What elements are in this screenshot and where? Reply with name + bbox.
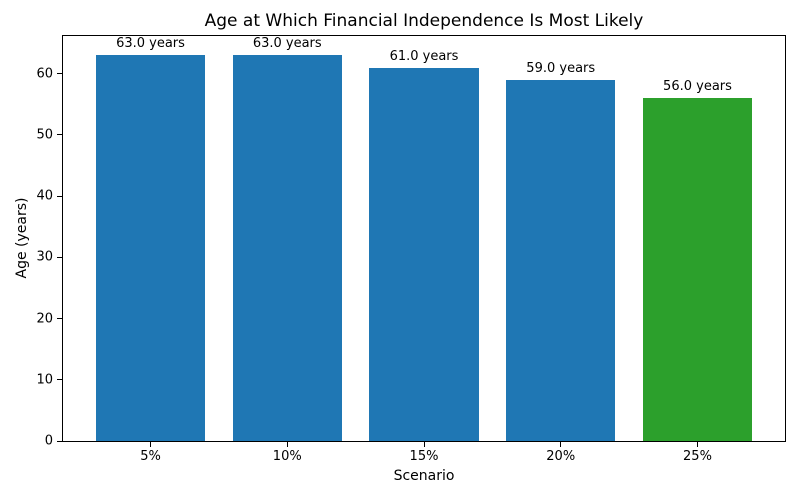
x-tick-label: 20% [546, 449, 576, 464]
y-axis-label: Age (years) [14, 197, 30, 279]
bar-value-label: 56.0 years [663, 79, 732, 95]
x-tick-mark [696, 442, 698, 447]
x-tick-mark [150, 442, 151, 447]
x-tick-mark [560, 442, 562, 447]
bar-value-label: 63.0 years [252, 36, 322, 52]
x-tick-mark [423, 442, 425, 447]
y-tick-mark [57, 195, 62, 197]
y-tick-mark [57, 256, 62, 258]
x-tick-label: 5% [140, 449, 161, 464]
bar-5% [95, 55, 206, 441]
y-tick-label: 40 [36, 188, 53, 204]
y-tick-mark [57, 379, 62, 381]
y-tick-mark [57, 134, 62, 136]
y-tick-label: 10 [36, 372, 53, 388]
bar-20% [506, 79, 616, 441]
bar-value-label: 59.0 years [526, 60, 596, 76]
y-tick-label: 20 [36, 311, 53, 327]
y-tick-label: 50 [36, 127, 53, 143]
y-tick-mark [57, 73, 62, 75]
x-tick-label: 25% [683, 449, 712, 464]
bar-value-label: 63.0 years [116, 36, 185, 52]
plot-area: 0 10 20 30 40 50 60 63.0 years 5% 63.0 years 10% 61… [36, 35, 786, 464]
y-tick-mark [57, 440, 62, 442]
x-tick-label: 10% [272, 449, 302, 464]
x-tick-mark [286, 442, 288, 447]
bar-value-label: 61.0 years [389, 48, 459, 64]
x-tick-label: 15% [409, 449, 439, 464]
y-tick-label: 0 [44, 433, 53, 449]
chart-title: Age at Which Financial Independence Is M… [204, 11, 644, 31]
x-axis-label: Scenario [393, 468, 455, 484]
y-tick-mark [57, 318, 62, 320]
bar-10% [232, 55, 342, 441]
bar-15% [369, 67, 479, 441]
y-tick-label: 60 [36, 66, 53, 82]
y-tick-label: 30 [36, 249, 53, 265]
bar-25% [642, 98, 753, 441]
